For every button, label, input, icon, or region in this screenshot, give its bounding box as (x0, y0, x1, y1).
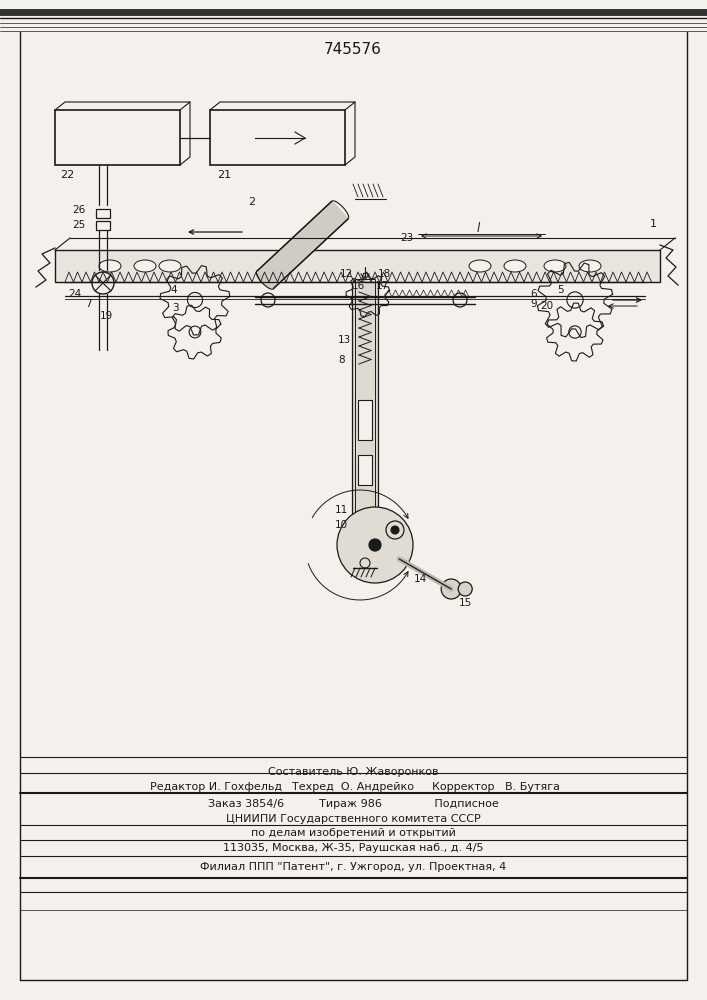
Text: Техред  О. Андрейко: Техред О. Андрейко (292, 782, 414, 792)
Ellipse shape (579, 260, 601, 272)
Text: 19: 19 (100, 311, 113, 321)
Text: Редактор И. Гохфельд: Редактор И. Гохфельд (150, 782, 282, 792)
Text: 21: 21 (217, 170, 231, 180)
Bar (352, 282, 378, 520)
Text: 24: 24 (68, 289, 81, 299)
Text: 1: 1 (650, 219, 657, 229)
Circle shape (441, 579, 461, 599)
Text: 745576: 745576 (324, 42, 382, 57)
Text: 10: 10 (335, 520, 348, 530)
Text: Корректор   В. Бутяга: Корректор В. Бутяга (432, 782, 560, 792)
Text: 8: 8 (338, 355, 344, 365)
Text: 12: 12 (340, 269, 354, 279)
Text: 15: 15 (460, 598, 472, 608)
Text: 4: 4 (170, 285, 177, 295)
Text: 17: 17 (376, 281, 390, 291)
Bar (358, 455, 372, 485)
Circle shape (337, 507, 413, 583)
Text: 5: 5 (557, 285, 563, 295)
Bar (355, 279, 375, 523)
Text: 22: 22 (60, 170, 74, 180)
Text: 6: 6 (530, 289, 537, 299)
Ellipse shape (257, 271, 274, 289)
Circle shape (369, 539, 381, 551)
Bar (210, 110, 345, 165)
Ellipse shape (469, 260, 491, 272)
Circle shape (391, 526, 399, 534)
Bar (55, 250, 660, 282)
Text: 113035, Москва, Ж-35, Раушская наб., д. 4/5: 113035, Москва, Ж-35, Раушская наб., д. … (223, 843, 484, 853)
Ellipse shape (544, 260, 566, 272)
Text: Филиал ППП "Патент", г. Ужгород, ул. Проектная, 4: Филиал ППП "Патент", г. Ужгород, ул. Про… (200, 862, 506, 872)
Bar (96, 221, 110, 230)
Text: 7: 7 (85, 299, 92, 309)
Polygon shape (257, 201, 348, 289)
Bar (55, 110, 180, 165)
Text: 13: 13 (338, 335, 351, 345)
Text: 16: 16 (352, 281, 366, 291)
Bar (96, 209, 110, 218)
Ellipse shape (332, 201, 349, 219)
Circle shape (386, 521, 404, 539)
Circle shape (458, 582, 472, 596)
Text: 25: 25 (72, 220, 86, 230)
Text: 11: 11 (335, 505, 349, 515)
Text: 18: 18 (378, 269, 391, 279)
Ellipse shape (159, 260, 181, 272)
Text: 26: 26 (72, 205, 86, 215)
Text: ЦНИИПИ Государственного комитета СССР: ЦНИИПИ Государственного комитета СССР (226, 814, 480, 824)
Text: по делам изобретений и открытий: по делам изобретений и открытий (250, 828, 455, 838)
Text: 9: 9 (530, 299, 537, 309)
Ellipse shape (504, 260, 526, 272)
Text: l: l (477, 222, 479, 234)
Text: 14: 14 (414, 574, 428, 584)
Bar (358, 400, 372, 440)
Text: 2: 2 (248, 197, 255, 207)
Text: 23: 23 (400, 233, 414, 243)
Text: 20: 20 (540, 301, 553, 311)
Ellipse shape (134, 260, 156, 272)
Text: Составитель Ю. Жаворонков: Составитель Ю. Жаворонков (268, 767, 438, 777)
Ellipse shape (99, 260, 121, 272)
Text: 3: 3 (172, 303, 179, 313)
Text: Заказ 3854/6          Тираж 986               Подписное: Заказ 3854/6 Тираж 986 Подписное (208, 799, 498, 809)
